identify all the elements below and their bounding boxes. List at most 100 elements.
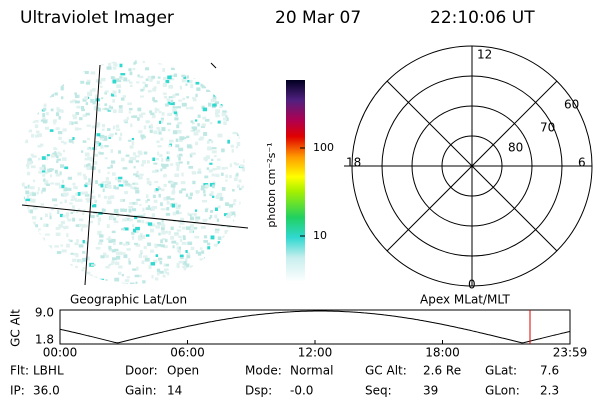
pixel: [166, 156, 170, 160]
pixel: [201, 250, 205, 254]
pixel: [202, 60, 207, 63]
info-value: LBHL: [33, 364, 64, 378]
pixel: [221, 250, 224, 255]
pixel: [90, 214, 95, 219]
pixel: [178, 99, 183, 102]
pixel: [86, 147, 90, 151]
pixel: [213, 94, 217, 98]
pixel: [210, 191, 214, 196]
pixel: [44, 78, 49, 82]
pixel: [93, 146, 97, 150]
pixel: [170, 183, 176, 188]
pixel: [227, 139, 230, 144]
pixel: [110, 160, 116, 164]
pixel: [137, 117, 140, 121]
pixel: [194, 68, 197, 73]
pixel: [220, 104, 223, 107]
pixel: [175, 113, 179, 117]
pixel: [26, 249, 30, 254]
pixel: [21, 268, 23, 272]
pixel: [141, 135, 146, 139]
pixel: [142, 234, 146, 238]
pixel: [113, 62, 117, 66]
pixel: [172, 109, 177, 113]
pixel: [160, 202, 163, 207]
pixel: [132, 67, 136, 71]
clock-label: 18: [346, 156, 361, 170]
pixel: [99, 278, 104, 282]
pixel: [138, 253, 142, 258]
pixel: [167, 112, 173, 116]
pixel: [55, 112, 60, 117]
pixel: [57, 271, 63, 276]
pixel: [145, 120, 151, 123]
pixel: [176, 106, 181, 109]
pixel: [208, 217, 211, 220]
pixel: [190, 213, 194, 216]
pixel: [152, 97, 155, 101]
pixel: [228, 267, 232, 271]
pixel: [160, 168, 163, 172]
pixel: [173, 282, 177, 284]
pixel: [224, 230, 230, 234]
pixel: [124, 283, 129, 284]
pixel: [230, 284, 232, 287]
pixel: [128, 68, 132, 72]
pixel: [208, 139, 212, 142]
pixel: [35, 120, 39, 123]
pixel: [223, 249, 226, 253]
pixel: [99, 85, 103, 88]
pixel: [197, 64, 201, 67]
pixel: [88, 178, 91, 183]
pixel: [242, 167, 245, 172]
pixel: [44, 171, 48, 174]
pixel: [28, 246, 32, 251]
pixel: [168, 96, 174, 99]
pixel: [75, 192, 78, 196]
pixel: [134, 155, 140, 158]
pixel: [60, 140, 65, 144]
pixel: [161, 112, 165, 116]
pixel: [156, 268, 161, 272]
pixel: [43, 178, 46, 182]
pixel: [60, 85, 63, 89]
pixel: [199, 281, 203, 284]
pixel: [97, 151, 101, 154]
pixel: [41, 170, 46, 173]
pixel: [239, 105, 244, 109]
pixel: [114, 277, 120, 282]
pixel: [58, 116, 61, 120]
pixel: [197, 123, 200, 127]
pixel: [233, 219, 238, 224]
pixel: [126, 248, 131, 251]
pixel: [188, 196, 192, 200]
pixel: [164, 163, 169, 167]
pixel: [123, 227, 129, 231]
pixel: [147, 242, 152, 246]
pixel: [171, 240, 177, 244]
pixel: [162, 92, 167, 95]
pixel: [111, 172, 116, 176]
pixel: [58, 77, 63, 81]
pixel: [93, 99, 97, 103]
pixel: [25, 198, 31, 201]
pixel: [154, 107, 158, 111]
pixel: [207, 242, 211, 246]
pixel: [122, 167, 128, 170]
pixel: [214, 214, 218, 219]
pixel: [186, 75, 189, 79]
pixel: [147, 75, 151, 79]
pixel: [102, 107, 105, 111]
pixel: [186, 275, 190, 279]
pixel: [209, 162, 213, 165]
pixel: [232, 202, 236, 206]
pixel: [185, 83, 188, 86]
pixel: [167, 101, 171, 105]
pixel: [112, 77, 116, 81]
pixel: [137, 74, 140, 78]
pixel: [56, 108, 61, 113]
colorbar: [286, 80, 305, 282]
pixel: [238, 281, 243, 284]
pixel: [43, 270, 48, 273]
pixel: [238, 228, 243, 232]
